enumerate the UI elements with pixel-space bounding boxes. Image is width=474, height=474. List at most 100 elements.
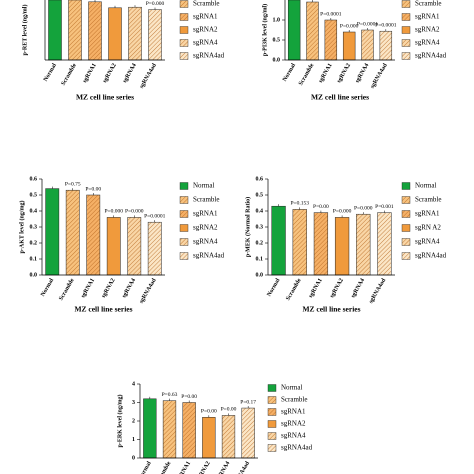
legend-label: sgRNA1 [193,210,218,218]
y-axis-label: p-AKT level (ng/mg) [18,201,25,254]
y-tick-label: 4 [132,381,135,387]
bar [147,221,162,276]
legend-swatch [179,252,189,260]
x-tick-label: Normal [282,62,297,82]
y-axis-label: p-RET level (ng/ml) [21,5,28,56]
legend-label: sgRNA4 [281,432,306,440]
y-tick-label: 0.6 [30,176,38,182]
legend-swatch [401,39,411,47]
p-value: P=0.000 [125,209,144,215]
bar [86,194,101,276]
bar [45,188,60,276]
legend-swatch [401,196,411,204]
legend-label: sgRNA2 [193,224,218,232]
y-tick-label: 0.3 [256,224,264,230]
bar [202,417,216,459]
legend-swatch [267,420,277,428]
legend-swatch [179,238,189,246]
p-value: P=0.0001 [357,21,379,27]
p-value: P=0.00 [85,186,101,192]
legend-swatch [401,26,411,34]
legend-swatch [401,52,411,60]
bar [377,212,392,276]
y-tick-label: 3 [132,400,135,406]
legend-label: Normal [281,384,302,392]
p-value: P=0.00 [181,394,197,400]
p-value: P=0.000 [146,1,165,7]
bar [106,217,121,276]
x-axis-label: MZ cell line series [311,93,369,102]
x-tick-label: sgRNA2 [102,63,118,84]
x-tick-label: Scramble [298,62,316,86]
legend-label: sgRNA4 [415,39,440,47]
x-tick-label: sgRNA4 [121,278,137,299]
x-tick-label: sgRNA2 [336,63,352,84]
bar [148,9,162,61]
legend-label: sgRNA4 [415,238,440,246]
y-tick-label: 0.5 [30,192,38,198]
legend-label: sgRNA4ad [415,52,447,60]
bar [128,6,142,61]
p-value: P=0.17 [240,399,256,405]
x-tick-label: sgRNA4ad [139,62,158,90]
x-tick-label: sgRNA2 [196,461,212,474]
y-tick-label: 0.2 [30,240,38,246]
y-tick-label: 0.3 [30,224,38,230]
legend-label: sgRNA2 [281,420,306,428]
x-axis-label: MZ cell line series [302,305,360,314]
legend-label: Normal [415,182,436,190]
bar [143,398,157,459]
bar [68,0,82,61]
legend-label: sgRNA1 [281,408,306,416]
x-tick-label: sgRNA4 [122,63,138,84]
p-value: P=0.001 [375,204,394,210]
legend-swatch [401,238,411,246]
y-tick-label: 0.2 [256,240,264,246]
bar [221,415,236,459]
x-tick-label: Normal [266,277,281,297]
bar [356,213,371,276]
legend-swatch [179,182,189,190]
bar [334,217,350,276]
bar [313,212,329,276]
x-tick-label: sgRNA1 [176,461,192,474]
p-value: P=0.0001 [144,213,166,219]
x-tick-label: sgRNA2 [329,278,345,299]
x-tick-label: Scramble [61,62,79,86]
x-tick-label: sgRNA1 [318,63,334,84]
y-tick-label: 0.5 [256,192,264,198]
x-tick-label: sgRNA1 [308,278,324,299]
legend-label: sgRNA4ad [193,52,225,60]
bar [108,7,122,61]
x-tick-label: sgRNA4 [216,461,232,474]
legend-swatch [179,210,189,218]
legend-swatch [401,210,411,218]
legend-swatch [267,396,277,404]
legend-swatch [179,13,189,21]
p-value: P=0.000 [104,209,123,215]
bar [241,407,255,459]
legend-label: sgRNA4 [193,39,218,47]
p-value: P=0.63 [162,392,178,398]
legend-label: sgRNA2 [193,26,218,34]
p-value: P=0.75 [65,181,81,187]
legend-swatch [179,39,189,47]
p-value: P=0.0001 [320,11,342,17]
p-value: P=0.0001 [375,22,397,28]
bar [287,0,301,61]
legend-swatch [267,384,277,392]
y-tick-label: 0.0 [30,272,38,278]
y-tick-label: 0.1 [256,256,264,262]
bar [379,30,393,61]
y-axis-label: p-ERK level (ng/mg) [116,395,123,448]
legend-label: sgRNA4ad [415,252,447,260]
x-tick-label: Scramble [58,277,76,301]
x-tick-label: sgRNA4 [355,63,371,84]
legend-swatch [179,0,189,8]
bar [88,1,102,61]
legend-swatch [267,408,277,416]
x-tick-label: Normal [43,62,58,82]
legend-label: Scramble [415,196,441,204]
legend-swatch [179,26,189,34]
